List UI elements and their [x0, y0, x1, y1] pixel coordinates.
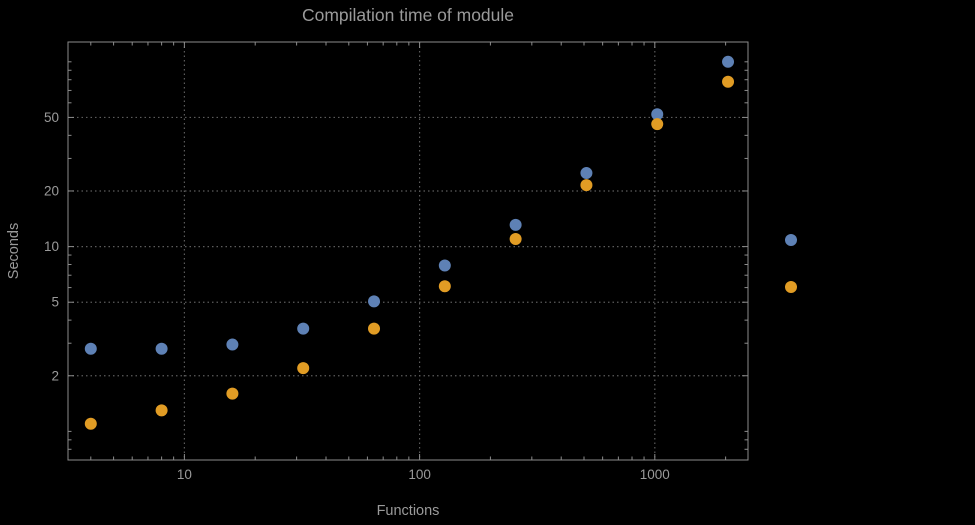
data-point — [297, 362, 310, 375]
data-point — [226, 387, 239, 400]
data-point — [509, 232, 522, 245]
x-tick-label: 1000 — [640, 467, 670, 482]
data-point — [84, 342, 97, 355]
data-point — [509, 218, 522, 231]
plot-frame — [67, 41, 749, 461]
y-tick-label: 20 — [44, 183, 59, 198]
data-point — [651, 108, 664, 121]
x-axis-label: Functions — [376, 503, 440, 519]
data-point — [722, 75, 735, 88]
data-point — [438, 259, 451, 272]
data-point — [438, 280, 451, 293]
data-point — [580, 167, 593, 180]
data-point — [155, 404, 168, 417]
y-tick-label: 2 — [51, 368, 59, 383]
legend-marker — [785, 281, 797, 293]
data-point — [84, 417, 97, 430]
data-point — [651, 118, 664, 131]
x-tick-label: 10 — [177, 467, 192, 482]
data-point — [722, 55, 735, 68]
y-tick-label: 5 — [51, 295, 59, 310]
y-tick-label: 10 — [44, 239, 59, 254]
data-point — [155, 342, 168, 355]
data-point — [226, 338, 239, 351]
data-point — [580, 179, 593, 192]
data-point — [368, 295, 381, 308]
x-tick-label: 100 — [408, 467, 431, 482]
data-point — [368, 322, 381, 335]
legend-marker — [785, 234, 797, 246]
chart-title: Compilation time of module — [301, 5, 515, 25]
data-point — [297, 322, 310, 335]
y-tick-label: 50 — [44, 110, 59, 125]
